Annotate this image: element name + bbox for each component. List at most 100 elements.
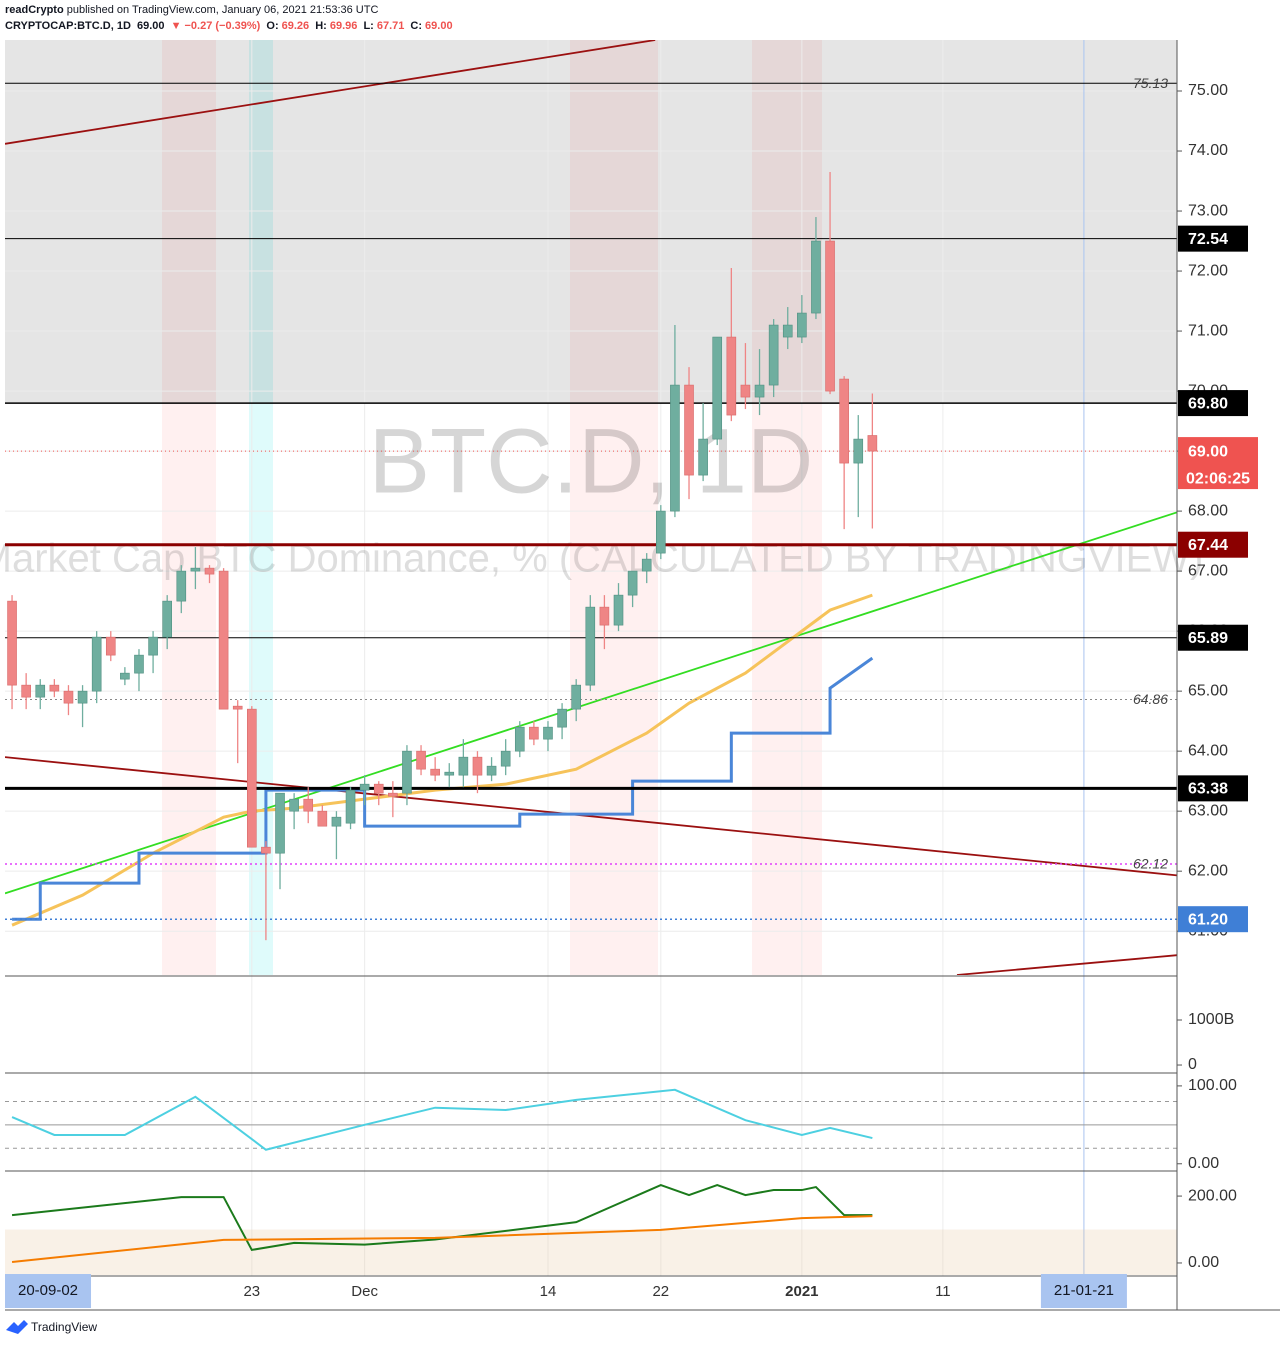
candle-body: [867, 435, 878, 452]
level-tag: [1178, 906, 1248, 933]
candle-body: [120, 672, 130, 680]
level-tag: [1178, 775, 1248, 802]
candle-body: [91, 636, 102, 692]
candle-body: [599, 606, 610, 626]
highlight-band: [162, 40, 216, 975]
ohlc-key: O:: [266, 20, 279, 32]
level-tag-label: 67.44: [1188, 537, 1228, 554]
candle-body: [49, 684, 60, 692]
candle-body: [571, 684, 581, 710]
level-tag-label: 72.54: [1188, 231, 1228, 248]
level-tag: [1178, 225, 1248, 252]
y-tick-label: 0.00: [1188, 1254, 1219, 1271]
candle-body: [529, 726, 539, 740]
y-tick-label: 64.00: [1188, 742, 1228, 759]
ohlc-key: C:: [410, 20, 423, 32]
indicator-line: [12, 656, 874, 921]
y-tick-label: 65.00: [1188, 682, 1228, 699]
candle-body: [641, 558, 652, 572]
candle-body: [232, 705, 243, 710]
pane-line: [11, 1215, 873, 1263]
candle-body: [839, 378, 849, 464]
ohlc-value: 69.96: [329, 20, 358, 32]
candle-body: [218, 570, 229, 710]
candle-body: [472, 756, 483, 776]
candle-body: [768, 324, 779, 386]
x-tick-label: 22: [652, 1283, 669, 1300]
candle-body: [261, 846, 271, 854]
trendline: [5, 756, 1177, 877]
candle-body: [656, 510, 666, 554]
cursor-date-label: 20-09-02: [18, 1282, 78, 1299]
countdown-label: 02:06:25: [1186, 470, 1250, 487]
ohlc-value: 69.00: [425, 20, 453, 32]
x-tick-label: Dec: [351, 1283, 378, 1300]
level-tag-label: 63.38: [1188, 781, 1228, 798]
change: ▼ −0.27 (−0.39%): [170, 20, 261, 32]
candle-body: [670, 384, 680, 512]
candle-body: [247, 708, 257, 848]
candle-body: [543, 726, 553, 740]
cursor-date-label: 21-01-21: [1054, 1282, 1114, 1299]
symbol-line: CRYPTOCAP:BTC.D, 1D 69.00 ▼ −0.27 (−0.39…: [5, 20, 456, 32]
indicator-line: [11, 593, 873, 927]
candle-body: [148, 636, 158, 656]
candle-body: [204, 567, 215, 575]
y-tick-label: 0.00: [1188, 1155, 1219, 1172]
candle-body: [740, 384, 751, 398]
level-tag-label: 61.20: [1188, 911, 1228, 928]
candle-body: [77, 690, 88, 704]
level-label: 75.13: [1133, 75, 1168, 91]
candle-body: [359, 783, 370, 791]
candle-body: [190, 567, 201, 572]
level-tag-label: 69.80: [1188, 395, 1228, 412]
y-tick-label: 0: [1188, 1056, 1197, 1073]
candle-body: [797, 312, 807, 338]
cursor-date-box: [1040, 1274, 1127, 1308]
candle-body: [275, 792, 285, 854]
candle-body: [162, 600, 172, 638]
candle-body: [430, 768, 440, 776]
publish-line: readCrypto published on TradingView.com,…: [5, 4, 381, 16]
candle-body: [500, 750, 511, 767]
candle-body: [486, 765, 497, 776]
y-tick-label: 72.00: [1188, 262, 1228, 279]
y-tick-label: 73.00: [1188, 202, 1228, 219]
x-tick-label: 23: [243, 1283, 260, 1300]
candle-body: [373, 783, 384, 794]
last: 69.00: [136, 20, 165, 32]
candle-body: [63, 690, 74, 704]
background-layer: [5, 40, 1177, 975]
candle-body: [402, 750, 412, 794]
trendline: [956, 954, 1177, 975]
y-tick-label: 75.00: [1188, 82, 1228, 99]
candle-body: [134, 654, 144, 674]
pane-line: [11, 1183, 873, 1252]
candle-body: [458, 756, 469, 776]
candle-body: [331, 816, 342, 827]
trendline: [5, 40, 656, 145]
ohlc-key: H:: [315, 20, 327, 32]
highlight-band: [752, 40, 822, 975]
grid-layer: 61.0062.0063.0064.0065.0066.0067.0068.00…: [5, 40, 1228, 1300]
candle-body: [514, 726, 525, 752]
candle-body: [21, 684, 31, 698]
candle-body: [782, 324, 793, 338]
publisher: readCrypto: [5, 4, 64, 16]
candle-body: [853, 438, 864, 464]
brand: TradingView: [31, 1320, 97, 1334]
brand-logo: [6, 1320, 28, 1334]
candle-body: [811, 240, 821, 314]
candle-body: [712, 336, 723, 440]
candle-body: [105, 636, 116, 656]
resistance-zone: [5, 40, 1177, 404]
frame-layer: TradingView: [5, 40, 1280, 1334]
y-tick-label: 100.00: [1188, 1077, 1237, 1094]
candle-body: [289, 798, 299, 812]
published: published on TradingView.com, January 06…: [66, 4, 379, 16]
level-label: 62.12: [1133, 856, 1168, 872]
level-tag: [1178, 390, 1248, 417]
y-tick-label: 71.00: [1188, 322, 1228, 339]
